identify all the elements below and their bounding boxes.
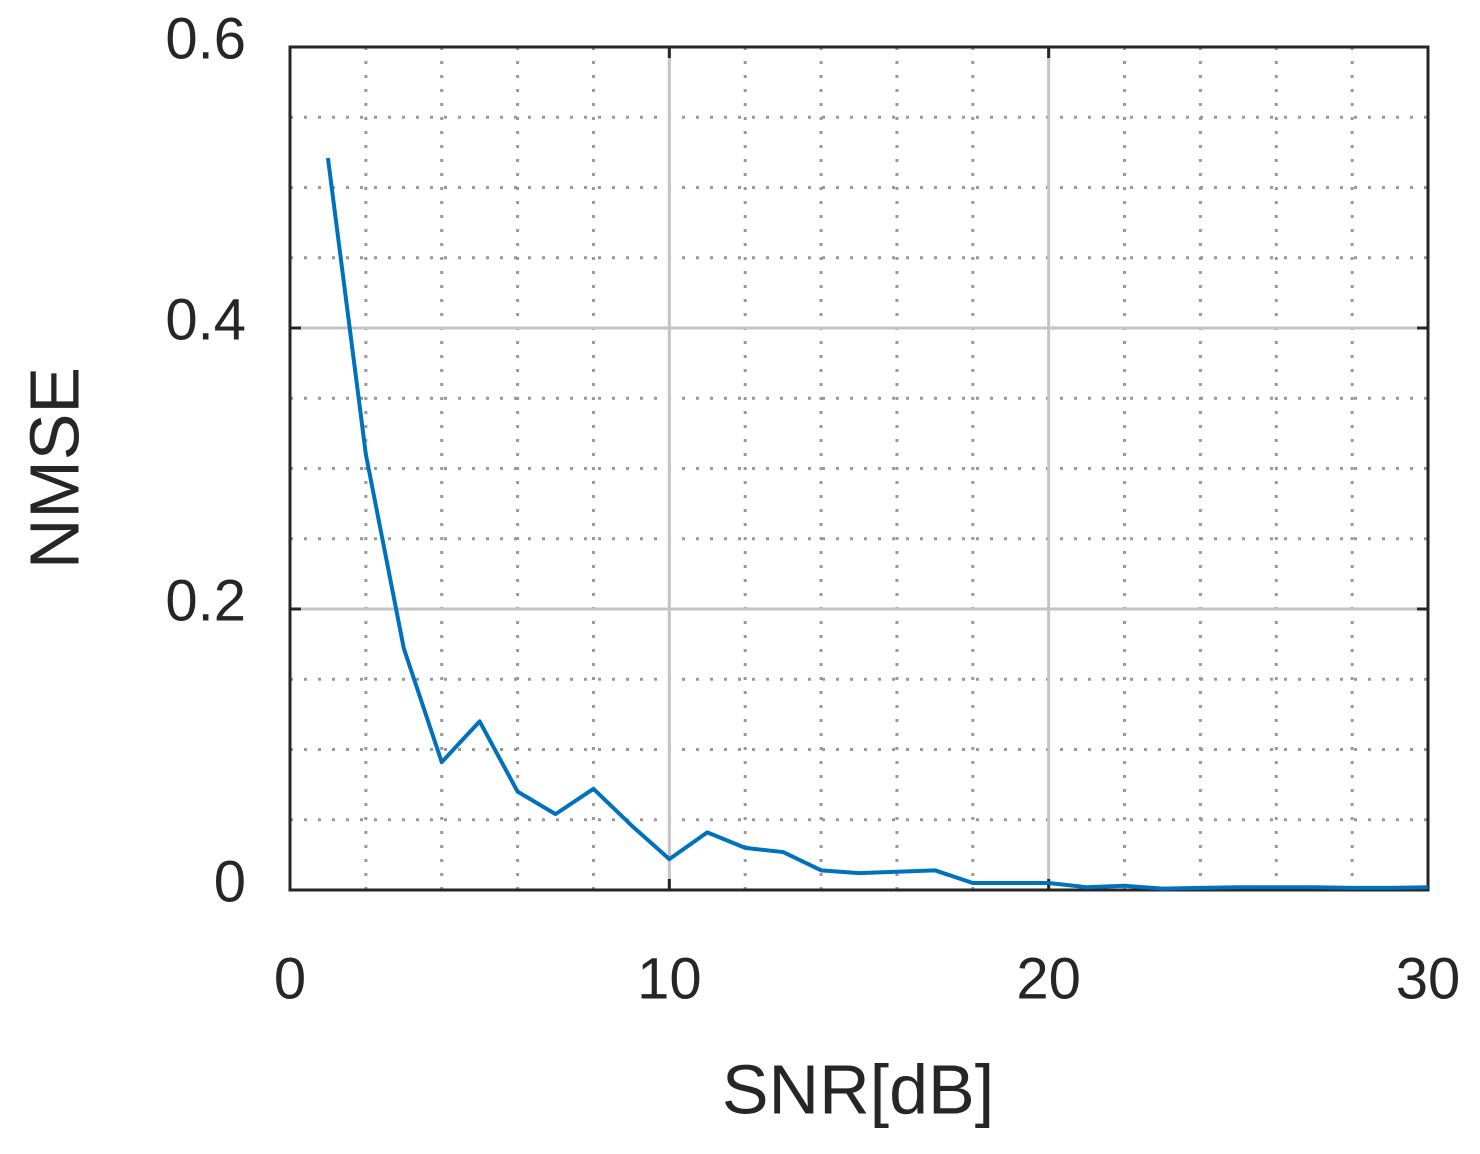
y-tick-label: 0.2 [165,568,246,633]
y-tick-label: 0 [214,849,246,914]
y-tick-label: 0.6 [165,6,246,71]
data-line [325,157,1429,891]
x-axis-label: SNR[dB] [722,1050,994,1128]
x-tick-label: 20 [1016,946,1081,1011]
x-tick-label: 10 [637,946,702,1011]
y-axis-label: NMSE [15,367,93,569]
x-tick-label: 30 [1396,946,1461,1011]
plot-frame [288,45,1430,892]
x-tick-label: 0 [274,946,306,1011]
y-tick-label: 0.4 [165,287,246,352]
